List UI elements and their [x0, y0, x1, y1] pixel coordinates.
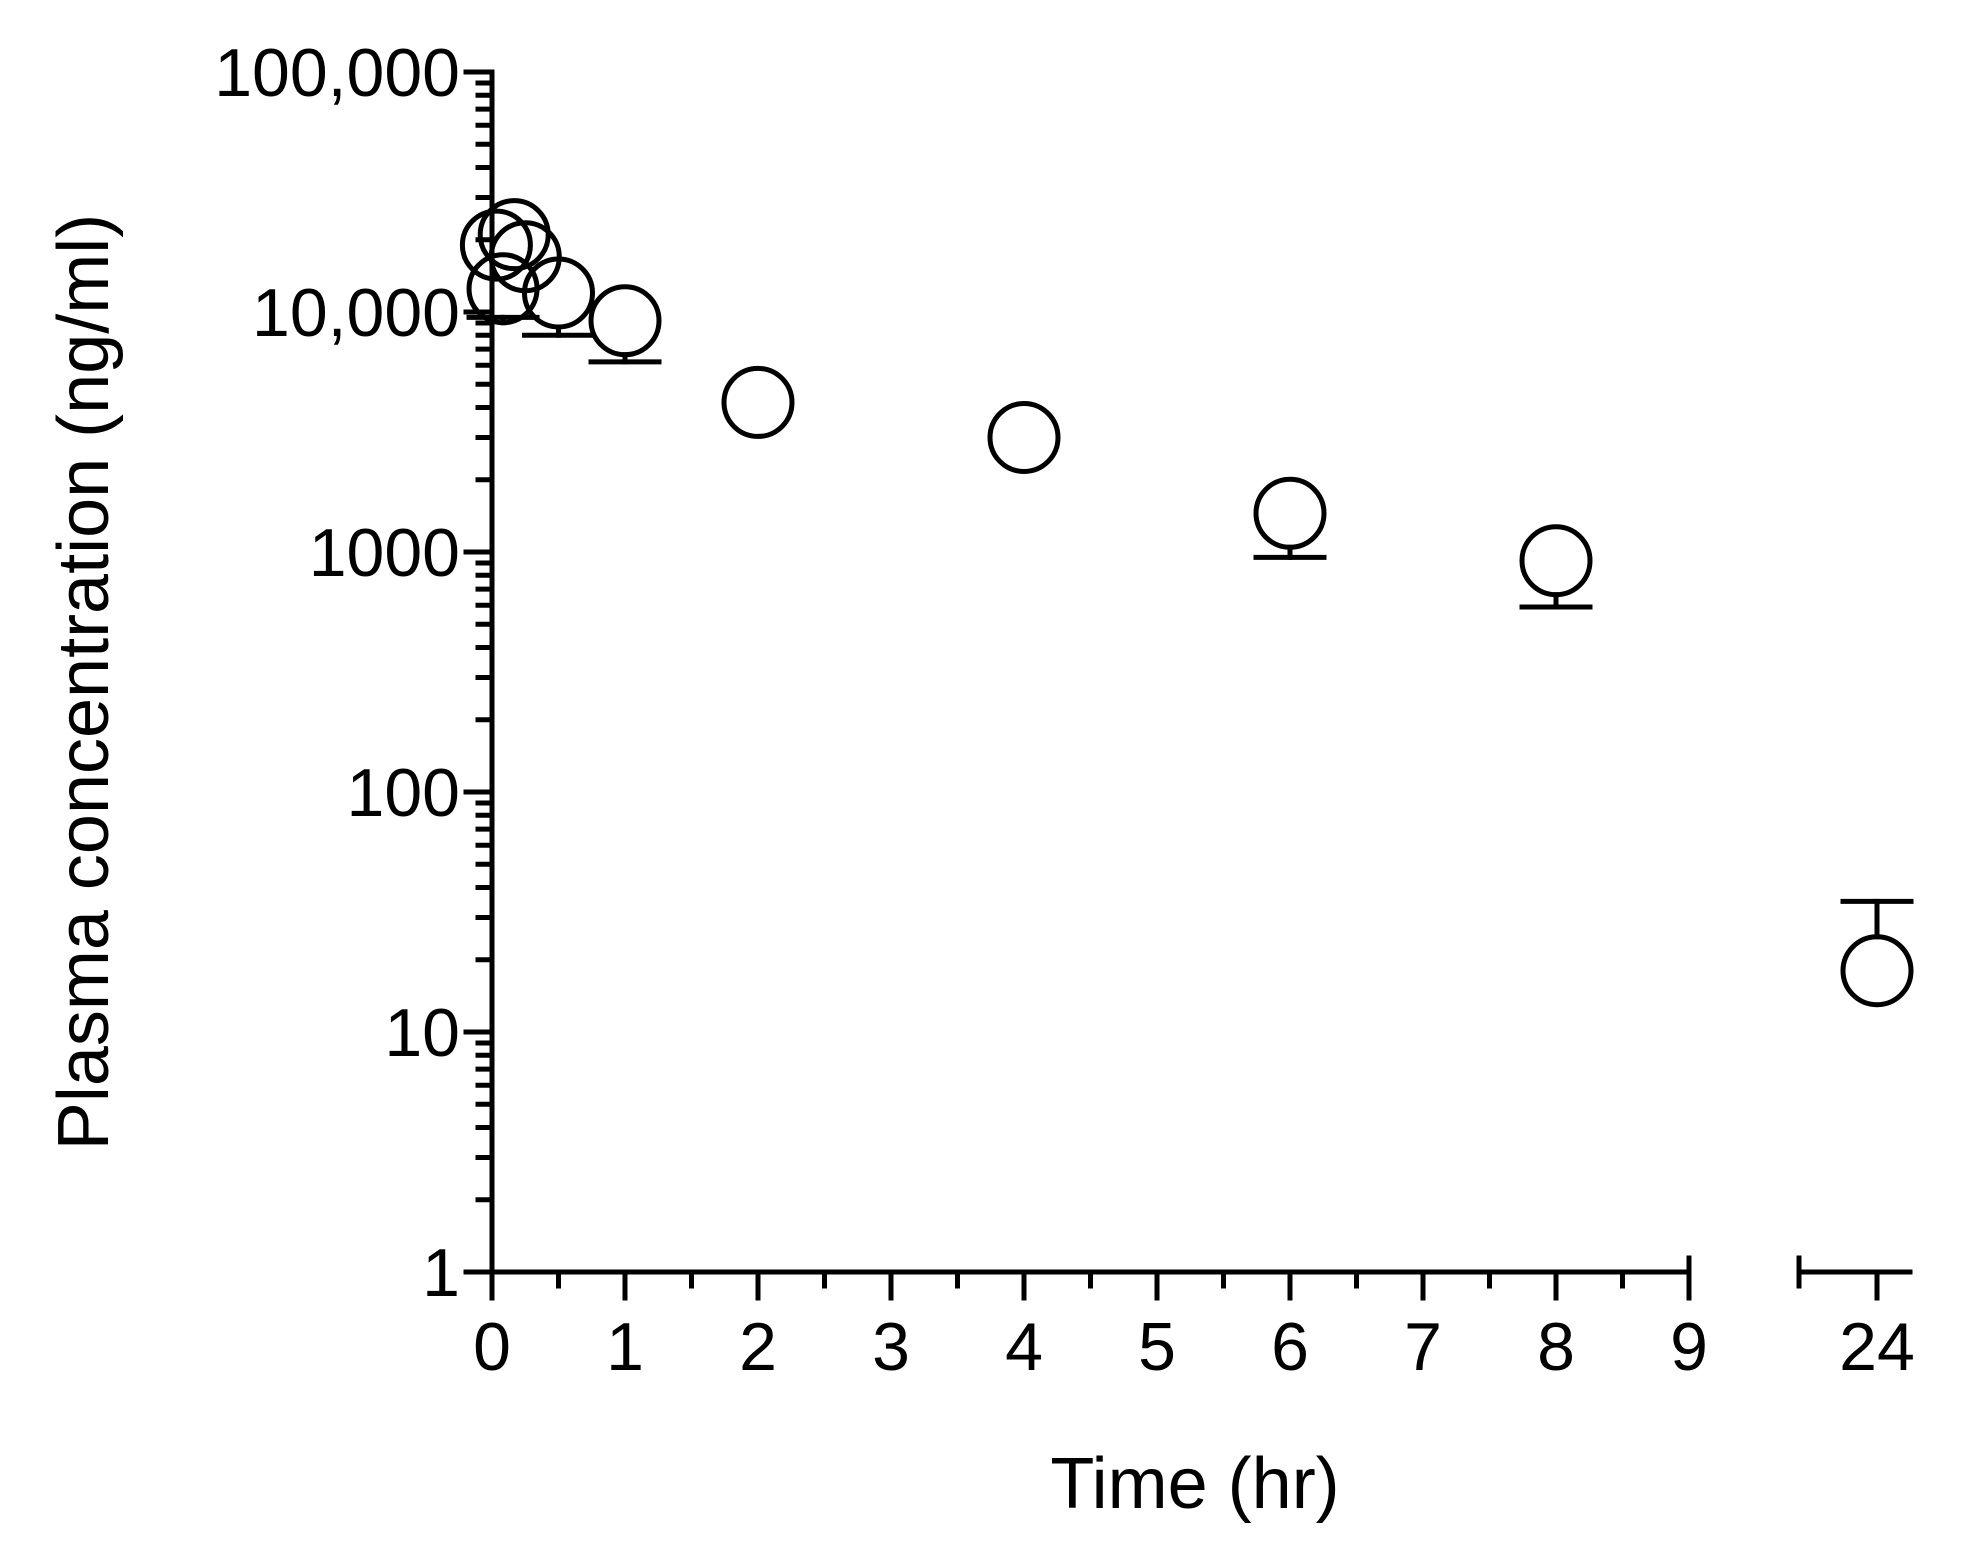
y-tick-label: 10: [384, 995, 460, 1071]
y-tick-label: 100,000: [214, 35, 460, 111]
y-tick-label: 1000: [309, 515, 460, 591]
data-points: [459, 198, 1914, 1008]
x-tick-label: 1: [606, 1309, 644, 1385]
x-tick-label: 24: [1839, 1309, 1915, 1385]
y-tick-label: 10,000: [252, 275, 460, 351]
error-bars: [466, 314, 1914, 940]
data-point: [1840, 934, 1914, 1008]
data-point: [588, 284, 662, 358]
x-axis-label: Time (hr): [1050, 1444, 1339, 1524]
x-tick-label: 7: [1404, 1309, 1442, 1385]
ticks: [463, 69, 1880, 1301]
y-tick-label: 1: [422, 1235, 460, 1311]
data-point: [1519, 524, 1593, 598]
axes: [489, 69, 1913, 1289]
x-tick-label: 6: [1271, 1309, 1309, 1385]
data-point: [1253, 476, 1327, 550]
x-tick-label: 8: [1537, 1309, 1575, 1385]
x-tick-label: 5: [1138, 1309, 1176, 1385]
y-tick-label: 100: [347, 755, 460, 831]
data-point: [522, 256, 595, 330]
x-tick-label: 9: [1670, 1309, 1708, 1385]
x-tick-label: 2: [739, 1309, 777, 1385]
data-point: [987, 400, 1061, 474]
x-tick-label: 0: [473, 1309, 511, 1385]
data-point: [721, 365, 795, 439]
x-tick-label: 4: [1005, 1309, 1043, 1385]
data-point: [459, 208, 533, 282]
y-axis-label: Plasma concentration (ng/ml): [44, 214, 124, 1150]
x-tick-label: 3: [872, 1309, 910, 1385]
